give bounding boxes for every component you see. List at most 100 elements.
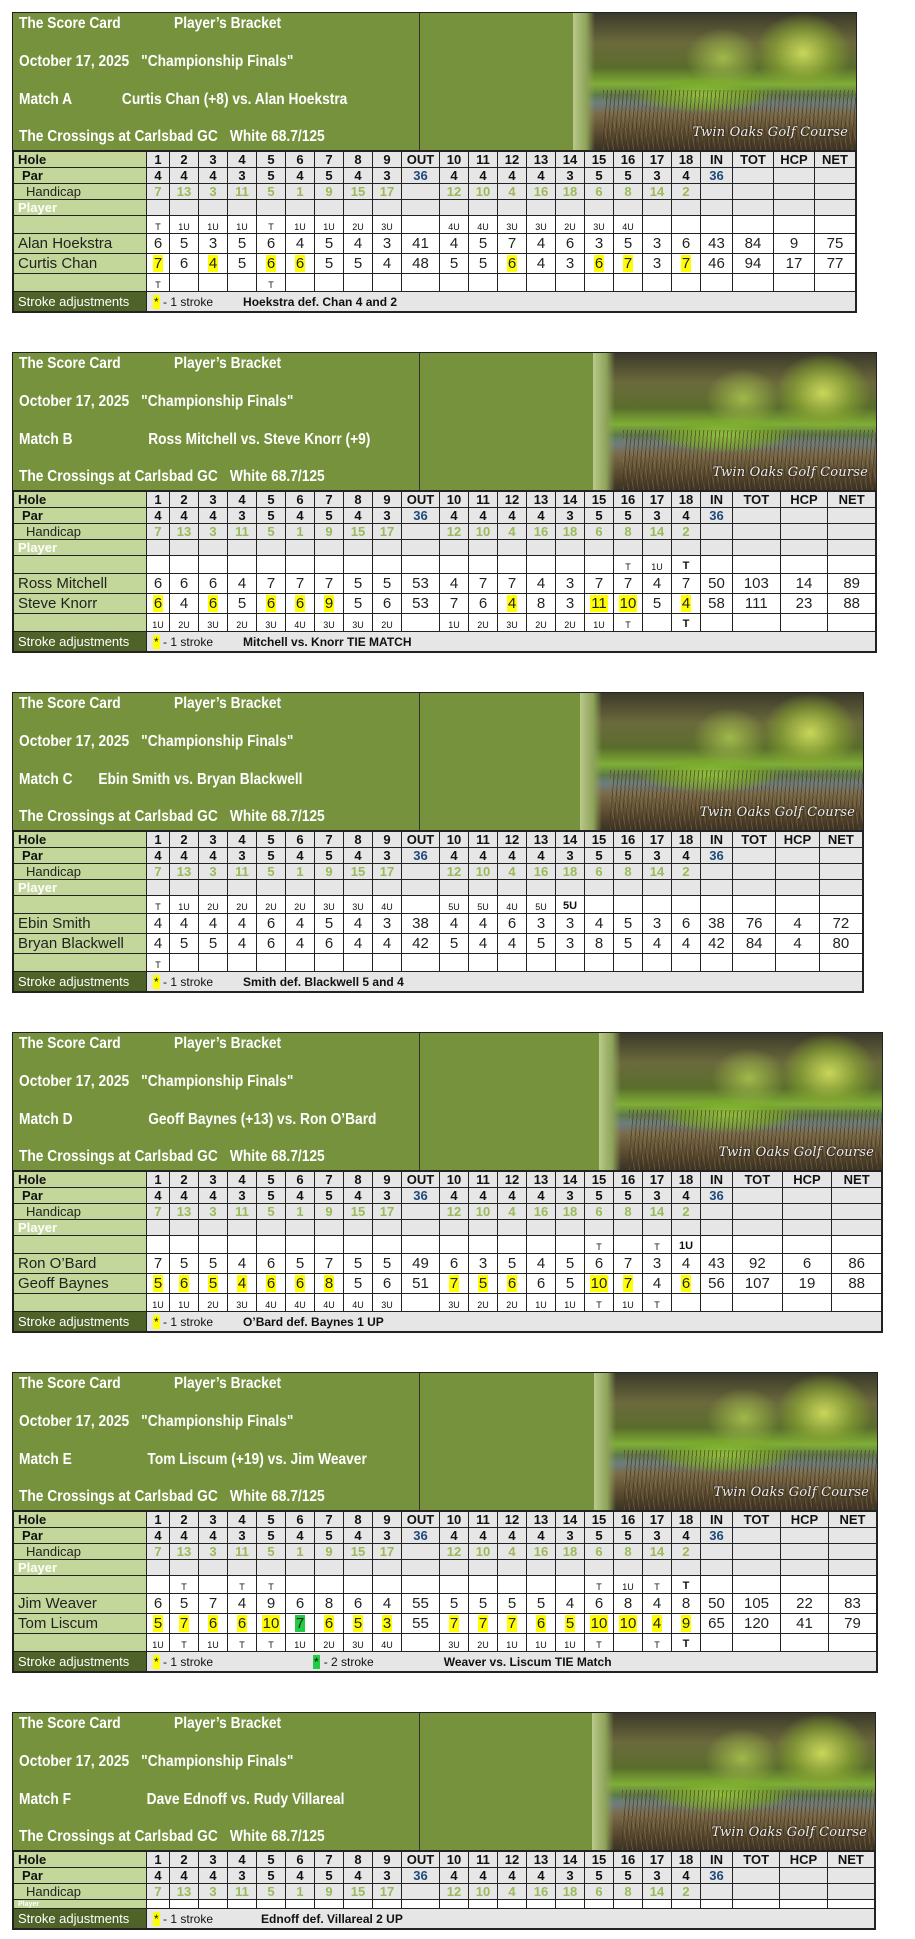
- player-header-cell: [497, 879, 527, 896]
- handicap-cell: 16: [526, 1543, 556, 1560]
- score-value: 6: [535, 1615, 547, 1632]
- player-header-cell: [285, 199, 315, 216]
- course-photo: Twin Oaks Golf Course: [593, 353, 876, 490]
- handicap-cell: 10: [468, 183, 498, 200]
- stroke-legend: * - 1 stroke O’Bard def. Baynes 1 UP: [146, 1311, 882, 1332]
- match-status-cell: [584, 273, 614, 292]
- par-cell: 5: [613, 167, 643, 184]
- match-status-cell: [314, 1575, 344, 1594]
- tee-rating: White 68.7/125: [229, 128, 325, 145]
- stroke-legend: * - 1 stroke * - 2 stroke Weaver vs. Liscum…: [146, 1651, 877, 1672]
- score-value: 10: [589, 1615, 609, 1632]
- score-cell: 89: [827, 573, 876, 594]
- score-value: 3: [565, 575, 575, 592]
- player-header-cell: [227, 879, 257, 896]
- score-cell: 4: [526, 233, 556, 254]
- score-value: 6: [294, 255, 306, 272]
- player-name: Ebin Smith: [13, 913, 147, 934]
- handicap-cell: 2: [671, 183, 701, 200]
- scorecard-match-e: The Score Card Player’s Bracket October 17…: [12, 1372, 878, 1673]
- card-title: The Score Card: [19, 1375, 121, 1392]
- match-pairing: Geoff Baynes (+13) vs. Ron O’Bard: [148, 1111, 377, 1128]
- par-cell: 5: [256, 847, 286, 864]
- handicap-cell: [779, 1883, 828, 1900]
- match-result: O’Bard def. Baynes 1 UP: [243, 1314, 384, 1329]
- par-cell: 36: [700, 1867, 733, 1884]
- handicap-cell: [731, 1883, 781, 1900]
- tee-rating: White 68.7/125: [229, 468, 325, 485]
- match-status-cell: 3U: [439, 1633, 469, 1652]
- score-value: 6: [207, 595, 219, 612]
- handicap-cell: 6: [584, 1883, 614, 1900]
- player-header-cell: [700, 1559, 733, 1576]
- player-header-cell: [343, 1899, 373, 1909]
- player-header-cell: [198, 539, 228, 556]
- score-value: 3: [652, 915, 662, 932]
- par-cell: 4: [526, 847, 556, 864]
- handicap-cell: 6: [584, 183, 614, 200]
- tee-rating: White 68.7/125: [229, 1828, 325, 1845]
- par-cell: 4: [146, 167, 170, 184]
- score-value: 4: [295, 235, 305, 252]
- hole-header: 15: [584, 1171, 614, 1188]
- score-value: 4: [536, 255, 546, 272]
- handicap-cell: 9: [314, 1883, 344, 1900]
- player-header-cell: [555, 1219, 585, 1236]
- score-value: 4: [353, 915, 363, 932]
- match-status-cell: [439, 953, 469, 972]
- match-status-cell: [343, 555, 373, 574]
- hole-header: IN: [700, 1511, 733, 1528]
- match-status-cell: 5U: [439, 895, 469, 914]
- match-status-cell: [613, 953, 643, 972]
- par-cell: 4: [439, 507, 469, 524]
- par-cell: 3: [555, 1187, 585, 1204]
- score-cell: 19: [781, 1273, 833, 1294]
- score-value: 6: [680, 1275, 692, 1292]
- match-status-cell: 2U: [198, 1293, 228, 1312]
- score-value: 5: [565, 1275, 575, 1292]
- par-cell: 4: [285, 1527, 315, 1544]
- handicap-cell: 13: [169, 1203, 199, 1220]
- handicap-cell: [779, 523, 829, 540]
- handicap-label: Handicap: [13, 863, 147, 880]
- course-name: The Crossings at Carlsbad GC: [19, 468, 218, 485]
- score-value: 88: [843, 595, 860, 612]
- par-cell: 4: [526, 507, 556, 524]
- match-status-cell: [401, 953, 440, 972]
- handicap-cell: 11: [227, 1203, 257, 1220]
- par-cell: 4: [146, 1187, 170, 1204]
- hole-header: 18: [671, 831, 701, 848]
- player-name: Tom Liscum: [13, 1613, 147, 1634]
- score-value: 89: [843, 575, 860, 592]
- score-cell: 6: [584, 253, 614, 274]
- score-value: 17: [785, 255, 803, 272]
- one-stroke-text: - 1 stroke: [163, 1654, 214, 1669]
- handicap-cell: [831, 1203, 882, 1220]
- score-cell: 6: [314, 933, 344, 954]
- photo-reeds: [624, 1450, 877, 1510]
- player-header-cell: [372, 1559, 402, 1576]
- score-value: 5: [324, 235, 334, 252]
- match-status-cell: 4U: [314, 1293, 344, 1312]
- score-cell: 56: [700, 1273, 733, 1294]
- player-header-cell: [198, 199, 228, 216]
- hole-header: 2: [169, 1171, 199, 1188]
- player-header-cell: [584, 1899, 614, 1909]
- par-cell: 5: [613, 1867, 643, 1884]
- score-cell: 111: [732, 593, 781, 614]
- handicap-cell: [401, 523, 440, 540]
- header-line: The Score Card Player’s Bracket: [19, 1375, 281, 1393]
- score-cell: 7: [439, 1273, 469, 1294]
- player-header-cell: [642, 1219, 672, 1236]
- par-cell: 4: [146, 507, 170, 524]
- match-status-row: 1U 2U 3U 2U 3U 4U 3U 3U 2U 1U 2U 3U 2U 2U 1U T T: [13, 613, 876, 632]
- score-value: 6: [506, 255, 518, 272]
- par-cell: 4: [439, 1867, 469, 1884]
- par-cell: 36: [700, 1187, 733, 1204]
- match-status-cell: 3U: [256, 613, 286, 632]
- stroke-legend: * - 1 stroke Mitchell vs. Knorr TIE MATCH: [146, 631, 876, 652]
- score-cell: 6: [671, 233, 701, 254]
- course-logo: Twin Oaks Golf Course: [713, 1485, 869, 1500]
- score-cell: 4: [439, 233, 469, 254]
